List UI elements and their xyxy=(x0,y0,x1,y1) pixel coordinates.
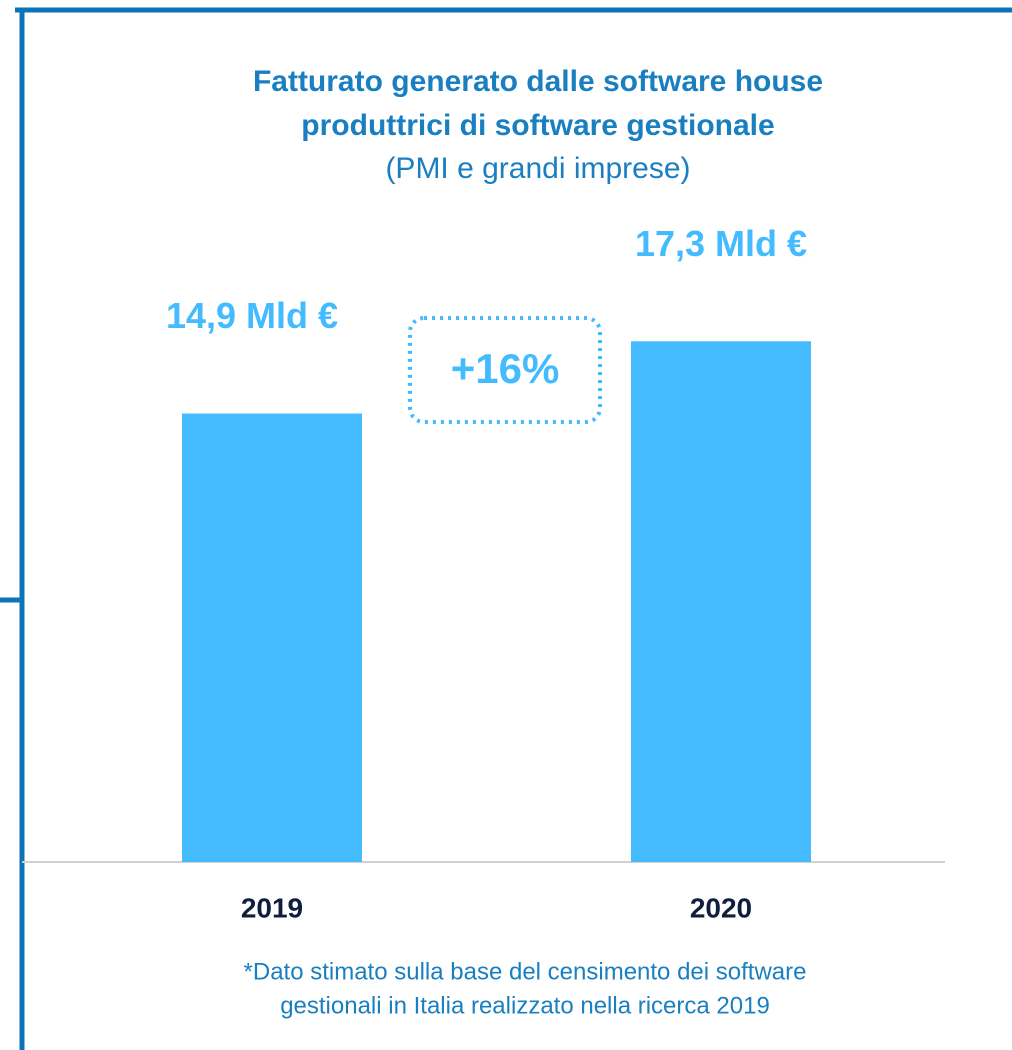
x-tick-label: 2020 xyxy=(690,892,752,923)
bar xyxy=(631,341,811,862)
footnote: *Dato stimato sulla base del censimento … xyxy=(244,958,807,985)
chart-title: produttrici di software gestionale xyxy=(301,109,774,142)
bar xyxy=(182,413,362,862)
value-label: 14,9 Mld € xyxy=(166,295,338,336)
annotation-box xyxy=(408,316,602,424)
footnote: gestionali in Italia realizzato nella ri… xyxy=(280,992,770,1019)
chart-subtitle: (PMI e grandi imprese) xyxy=(385,152,690,185)
x-tick-label: 2019 xyxy=(241,892,303,923)
value-label: 17,3 Mld € xyxy=(635,223,807,264)
annotation: +16% xyxy=(451,345,560,392)
chart-title: Fatturato generato dalle software house xyxy=(253,65,823,98)
